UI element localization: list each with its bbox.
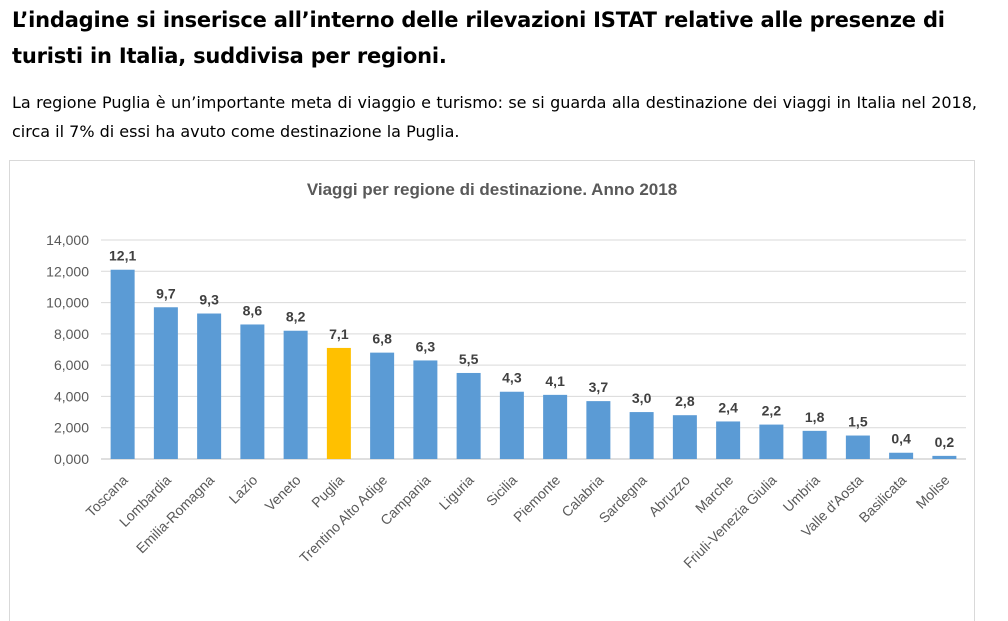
data-label: 7,1 — [329, 326, 349, 342]
data-label: 8,2 — [286, 309, 306, 325]
x-tick-label: Molise — [913, 472, 953, 512]
gridlines — [101, 239, 966, 460]
y-axis-ticks: 0,000 2,000 4,000 6,000 8,000 10,000 12,000 14,… — [46, 232, 89, 467]
data-label: 2,8 — [675, 393, 695, 409]
data-label: 6,3 — [416, 338, 436, 354]
x-tick-label: Sardegna — [595, 472, 649, 526]
x-tick-label: Sicilia — [483, 472, 520, 509]
data-label: 8,6 — [243, 302, 263, 318]
data-label: 9,3 — [199, 292, 219, 308]
bar — [370, 352, 395, 459]
data-label: 1,5 — [848, 414, 868, 430]
data-label: 0,4 — [891, 431, 911, 447]
bar — [499, 391, 524, 459]
bar — [932, 455, 957, 459]
bar — [283, 330, 308, 459]
bar-chart: Viaggi per regione di destinazione. Anno… — [46, 180, 966, 571]
bar — [110, 269, 135, 459]
data-label: 3,7 — [589, 379, 609, 395]
data-label: 1,8 — [805, 409, 825, 425]
x-tick-label: Lazio — [226, 472, 261, 507]
bar — [759, 424, 784, 459]
bar — [845, 435, 870, 459]
x-tick-label: Umbria — [780, 472, 823, 515]
bar — [802, 430, 827, 459]
chart-container: Viaggi per regione di destinazione. Anno… — [9, 160, 975, 621]
bar — [629, 412, 654, 459]
y-tick-label: 0,000 — [54, 451, 89, 467]
bar — [716, 421, 741, 459]
y-tick-label: 12,000 — [46, 263, 89, 279]
x-tick-label: Abruzzo — [645, 472, 693, 520]
data-label: 5,5 — [459, 351, 479, 367]
data-label: 4,1 — [545, 373, 565, 389]
page-heading: L’indagine si inserisce all’interno dell… — [12, 8, 945, 68]
bar — [153, 307, 178, 459]
data-label: 2,4 — [718, 399, 738, 415]
y-tick-label: 10,000 — [46, 295, 89, 311]
bar — [672, 415, 697, 459]
data-label: 6,8 — [372, 331, 392, 347]
intro-paragraph: La regione Puglia è un’importante meta d… — [12, 93, 977, 141]
data-label: 2,2 — [762, 403, 782, 419]
data-label: 9,7 — [156, 285, 176, 301]
bar — [889, 452, 914, 459]
x-tick-label: Piemonte — [510, 472, 563, 525]
bar — [413, 360, 438, 459]
bar — [326, 347, 351, 459]
bar — [586, 401, 611, 459]
chart-title: Viaggi per regione di destinazione. Anno… — [307, 180, 677, 199]
y-tick-label: 14,000 — [46, 232, 89, 248]
x-tick-label: Emilia-Romagna — [133, 472, 218, 557]
x-tick-label: Puglia — [308, 472, 347, 511]
y-tick-label: 4,000 — [54, 388, 89, 404]
y-tick-label: 6,000 — [54, 357, 89, 373]
data-label: 12,1 — [109, 248, 136, 264]
bar — [197, 313, 222, 459]
x-tick-label: Basilicata — [856, 472, 910, 526]
y-tick-label: 2,000 — [54, 420, 89, 436]
bar — [456, 372, 481, 459]
data-label: 3,0 — [632, 390, 652, 406]
y-tick-label: 8,000 — [54, 326, 89, 342]
data-labels: 12,1 9,7 9,3 8,6 8,2 7,1 6,8 6,3 5,5 4,3 4,1 3,7 3,0… — [109, 248, 954, 450]
bar — [543, 394, 568, 459]
bar — [240, 324, 265, 459]
data-label: 0,2 — [935, 434, 955, 450]
x-tick-label: Liguria — [436, 472, 477, 513]
data-label: 4,3 — [502, 370, 522, 386]
x-tick-label: Veneto — [262, 472, 304, 514]
bars — [110, 269, 957, 459]
